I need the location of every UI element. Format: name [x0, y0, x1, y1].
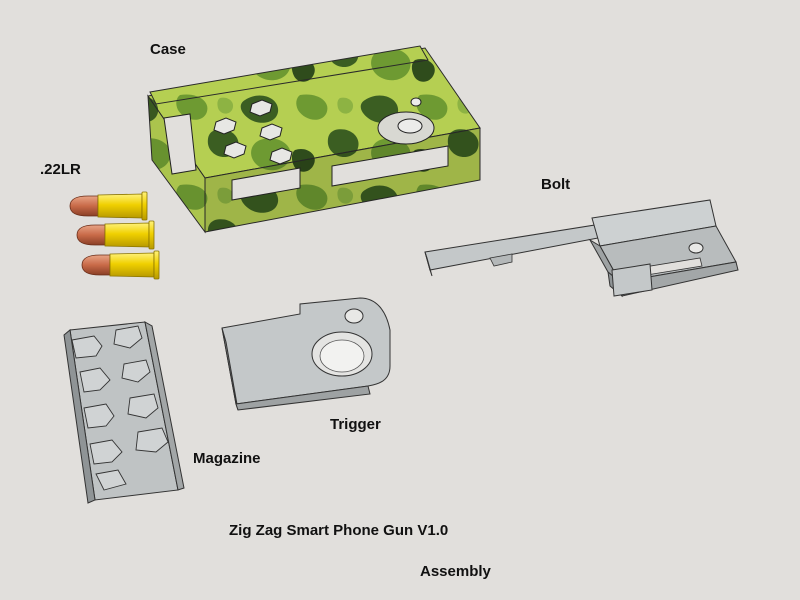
diagram-subtitle: Assembly [420, 563, 491, 580]
magazine-label: Magazine [193, 450, 261, 467]
case-part [147, 45, 481, 234]
bolt-label: Bolt [541, 176, 571, 193]
cartridge-1 [69, 191, 148, 221]
trigger-label: Trigger [330, 416, 381, 433]
magazine-part [63, 321, 185, 504]
case-label: Case [150, 41, 186, 58]
trigger-part [221, 297, 391, 411]
ammo-label: .22LR [40, 161, 81, 178]
cartridge-2 [76, 220, 155, 250]
cartridge-3 [81, 250, 160, 280]
bolt-part [424, 199, 739, 298]
diagram-title: Zig Zag Smart Phone Gun V1.0 [229, 522, 449, 539]
